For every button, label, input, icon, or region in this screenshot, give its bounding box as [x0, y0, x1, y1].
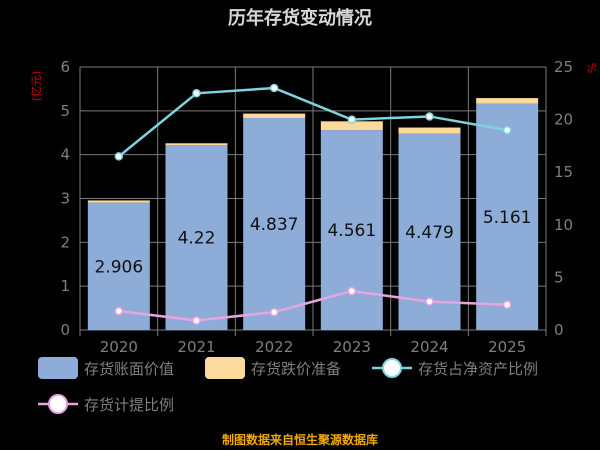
bar-book-value: [243, 117, 306, 330]
x-axis-ticks: 2020 2021 2022 2023 2024 2025: [100, 338, 527, 356]
bar-book-value: [165, 145, 228, 330]
legend-label: 存货占净资产比例: [418, 360, 538, 378]
bar-impairment: [398, 127, 461, 134]
left-tick-label: 3: [60, 190, 70, 208]
legend-swatch: [205, 357, 245, 379]
line-point: [425, 297, 434, 306]
lines: [114, 83, 512, 325]
bars: [87, 98, 539, 330]
line-point: [269, 307, 279, 317]
right-tick-label: 0: [554, 321, 564, 339]
provision-ratio-line: [118, 289, 508, 322]
legend-label: 存货跌价准备: [251, 360, 341, 378]
left-axis-ticks: 0 1 2 3 4 5 6: [60, 58, 70, 339]
line-point: [114, 152, 124, 161]
x-tick-label: 2023: [333, 338, 371, 356]
line-point: [192, 89, 201, 98]
bar-impairment: [476, 98, 539, 104]
legend-marker: [382, 358, 402, 378]
right-tick-label: 25: [554, 58, 573, 76]
right-tick-label: 5: [554, 268, 564, 286]
inventory-to-net-assets-line: [118, 86, 508, 158]
line-point: [347, 115, 357, 124]
line-point: [502, 300, 512, 310]
chart-title: 历年存货变动情况: [228, 7, 372, 29]
bar-impairment: [87, 200, 150, 203]
bar-value-label: 5.161: [483, 208, 532, 228]
bar-value-label: 4.561: [327, 221, 376, 241]
bar-value-label: 4.479: [405, 223, 454, 243]
x-tick-label: 2022: [255, 338, 293, 356]
left-axis-unit: (亿元): [30, 71, 43, 102]
x-tick-label: 2021: [177, 338, 215, 356]
bar-value-label: 4.22: [178, 229, 216, 249]
left-tick-label: 4: [60, 146, 70, 164]
line-point: [192, 316, 201, 325]
bar-impairment: [320, 121, 383, 131]
right-tick-label: 10: [554, 216, 573, 234]
left-tick-label: 6: [60, 58, 70, 76]
data-source-note: 制图数据来自恒生聚源数据库: [222, 432, 378, 447]
line-point: [425, 112, 434, 121]
legend-swatch: [38, 357, 78, 379]
right-tick-label: 15: [554, 163, 573, 181]
x-tick-label: 2020: [100, 338, 138, 356]
right-axis-ticks: 0 5 10 15 20 25: [554, 58, 573, 339]
bar-impairment: [165, 143, 228, 146]
line-point: [502, 125, 512, 135]
legend-marker: [48, 394, 68, 414]
x-tick-label: 2024: [410, 338, 448, 356]
bar-book-value: [398, 133, 461, 330]
x-tick-label: 2025: [488, 338, 526, 356]
left-tick-label: 1: [60, 277, 70, 295]
right-tick-label: 20: [554, 111, 573, 129]
bar-value-labels: 2.906 4.22 4.837 4.561 4.479 5.161: [94, 208, 531, 277]
line-point: [114, 306, 124, 316]
line-point: [269, 83, 279, 93]
gridlines: [79, 66, 547, 336]
legend-label: 存货计提比例: [84, 396, 174, 414]
left-tick-label: 0: [60, 321, 70, 339]
line-point: [347, 286, 357, 296]
bar-impairment: [243, 113, 306, 118]
bar-value-label: 4.837: [250, 215, 299, 235]
left-tick-label: 2: [60, 233, 70, 251]
left-tick-label: 5: [60, 102, 70, 120]
right-axis-unit: %: [586, 63, 599, 73]
bar-book-value: [476, 103, 539, 330]
bar-value-label: 2.906: [94, 257, 143, 277]
legend-label: 存货账面价值: [84, 360, 174, 378]
